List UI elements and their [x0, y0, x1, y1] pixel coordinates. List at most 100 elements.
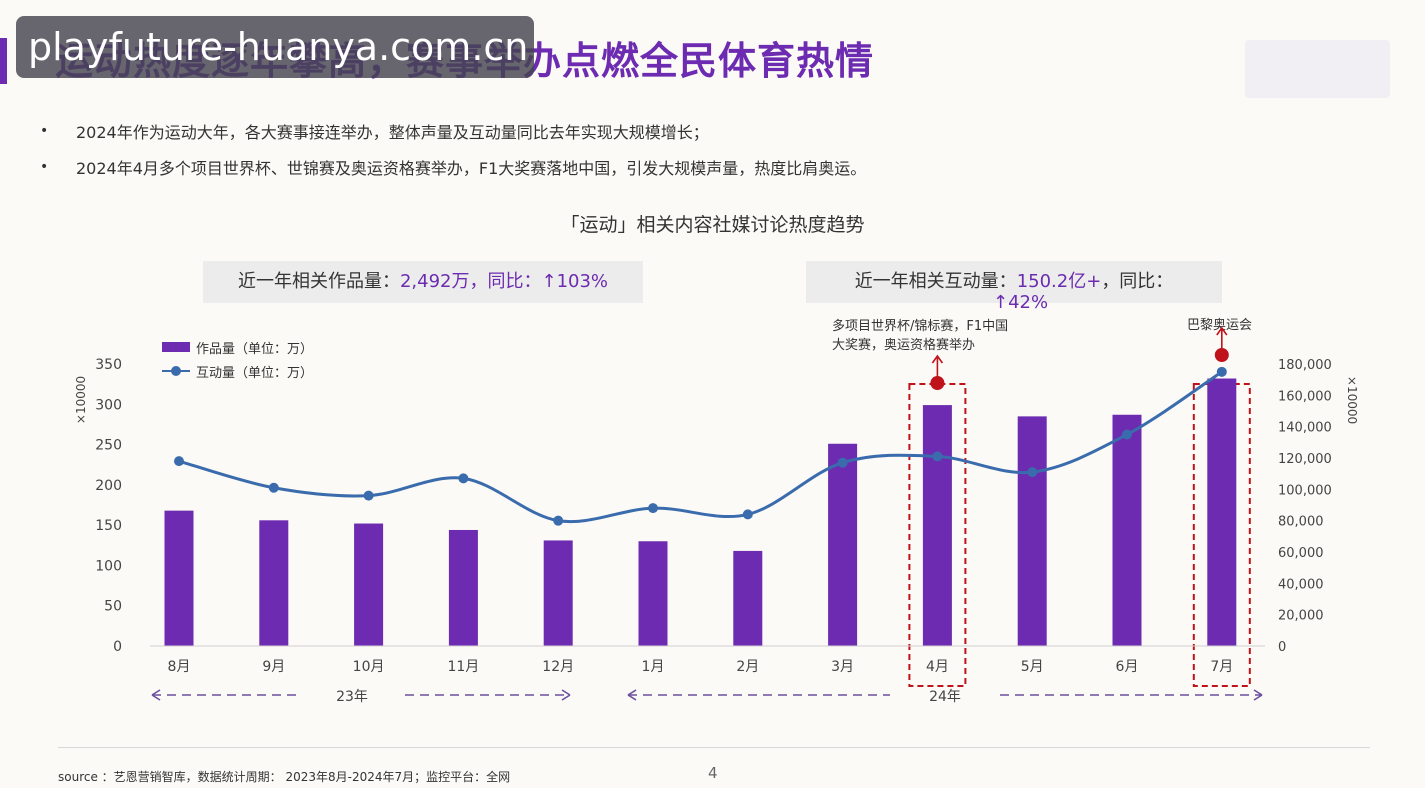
bullet-item: • 2024年4月多个项目世界杯、世锦赛及奥运资格赛举办，F1大奖赛落地中国，引…: [40, 154, 866, 180]
legend-item-works: 作品量（单位：万）: [162, 335, 313, 359]
y-left-tick-label: 100: [95, 558, 122, 574]
bar-7月: [1207, 378, 1237, 646]
line-point-1月: [648, 503, 658, 514]
y-right-tick-label: 20,000: [1278, 609, 1324, 624]
april-annotation: 多项目世界杯/锦标赛，F1中国 大奖赛，奥运资格赛举办: [832, 317, 1008, 355]
year-label-2024: 24年: [929, 689, 961, 705]
line-point-9月: [268, 482, 279, 493]
watermark-overlay: playfuture-huanya.com.cn: [16, 16, 534, 78]
y-right-tick-label: 160,000: [1278, 389, 1332, 404]
y-left-tick-label: 300: [95, 397, 122, 413]
april-annotation-line: 多项目世界杯/锦标赛，F1中国: [832, 319, 1009, 334]
arrow-left-icon: [151, 689, 161, 701]
interaction-stat-suffix: ，同比：: [1101, 271, 1174, 292]
highlight-box: [908, 383, 967, 687]
bar-4月: [922, 405, 952, 646]
highlight-marker: [1214, 348, 1229, 362]
chart-legend: 作品量（单位：万） 互动量（单位：万）: [162, 335, 313, 383]
y-right-tick-label: 140,000: [1278, 421, 1332, 436]
x-tick-label: 6月: [1116, 659, 1139, 675]
x-tick-label: 7月: [1210, 659, 1233, 675]
april-annotation-line: 大奖赛，奥运资格赛举办: [832, 338, 976, 353]
bar-12月: [543, 540, 573, 646]
chart-title: 「运动」相关内容社媒讨论热度趋势: [560, 214, 865, 236]
y-left-axis-label: ×10000: [74, 376, 88, 424]
line-point-6月: [1122, 429, 1132, 440]
bar-5月: [1017, 416, 1047, 646]
legend-item-interaction: 互动量（单位：万）: [162, 359, 313, 383]
x-tick-label: 9月: [262, 659, 285, 675]
y-left-tick-label: 350: [95, 357, 122, 373]
x-tick-label: 8月: [168, 659, 191, 675]
y-right-tick-label: 60,000: [1278, 546, 1324, 561]
y-right-tick-label: 100,000: [1278, 483, 1332, 498]
line-point-12月: [553, 515, 564, 526]
highlight-arrow-head: [931, 354, 944, 364]
y-right-tick-label: 180,000: [1278, 358, 1332, 373]
y-left-tick-label: 250: [95, 438, 122, 454]
interaction-stat-label: 近一年相关互动量：: [854, 271, 1017, 292]
line-point-7月: [1216, 366, 1227, 377]
x-tick-label: 1月: [642, 659, 665, 675]
x-tick-label: 4月: [926, 659, 949, 675]
year-label-2023: 23年: [336, 689, 368, 705]
brand-logo: [1245, 40, 1390, 98]
works-stat-box: 近一年相关作品量：2,492万，同比：↑103%: [203, 261, 643, 303]
title-accent-bar: [0, 38, 7, 84]
july-annotation: 巴黎奥运会: [1187, 318, 1253, 333]
bullet-dot-icon: •: [40, 159, 49, 175]
interaction-line: [178, 370, 1223, 524]
line-point-5月: [1027, 467, 1038, 478]
source-note: source ：艺恩营销智库，数据统计周期： 2023年8月-2024年7月；监…: [58, 770, 511, 784]
arrow-right-icon: [1253, 689, 1263, 701]
legend-label: 互动量（单位：万）: [196, 365, 314, 381]
y-left-tick-label: 0: [113, 639, 122, 655]
legend-label: 作品量（单位：万）: [196, 341, 314, 357]
bullet-text: 2024年作为运动大年，各大赛事接连举办，整体声量及互动量同比去年实现大规模增长…: [76, 123, 709, 142]
y-left-tick-label: 50: [104, 599, 122, 615]
bar-1月: [638, 541, 668, 646]
line-point-8月: [174, 456, 184, 467]
y-right-tick-label: 40,000: [1278, 577, 1324, 592]
x-tick-label: 11月: [447, 659, 479, 675]
page-number: 4: [708, 764, 718, 782]
arrow-left-icon: [627, 689, 637, 701]
bullet-dot-icon: •: [40, 123, 49, 139]
y-left-tick-label: 150: [95, 518, 122, 534]
bar-2月: [733, 550, 763, 646]
y-right-tick-label: 80,000: [1278, 515, 1324, 530]
highlight-arrow-head: [1216, 326, 1228, 336]
line-point-4月: [932, 451, 943, 462]
y-right-tick-label: 120,000: [1278, 452, 1332, 467]
line-point-2月: [742, 509, 753, 520]
interaction-yoy-value: ↑42%: [993, 292, 1049, 313]
legend-line-swatch: [162, 365, 190, 377]
x-tick-label: 3月: [831, 659, 854, 675]
line-point-10月: [363, 490, 374, 501]
works-stat-label: 近一年相关作品量：: [237, 271, 400, 292]
bar-10月: [354, 523, 384, 646]
x-tick-label: 12月: [542, 659, 574, 675]
line-point-3月: [837, 457, 848, 468]
bar-6月: [1112, 414, 1142, 646]
bar-8月: [164, 510, 194, 646]
highlight-box: [1192, 383, 1251, 687]
bullet-text: 2024年4月多个项目世界杯、世锦赛及奥运资格赛举办，F1大奖赛落地中国，引发大…: [76, 159, 867, 178]
line-point-11月: [458, 473, 469, 484]
highlight-marker: [930, 376, 945, 390]
x-tick-label: 5月: [1021, 659, 1044, 675]
x-tick-label: 2月: [736, 659, 759, 675]
y-right-tick-label: 0: [1278, 640, 1286, 655]
bar-11月: [448, 529, 478, 646]
arrow-right-icon: [561, 689, 571, 701]
bar-9月: [259, 520, 289, 646]
footer-divider: [58, 747, 1370, 748]
summary-bullets: • 2024年作为运动大年，各大赛事接连举办，整体声量及互动量同比去年实现大规模…: [40, 118, 866, 190]
works-stat-value: 2,492万，同比：↑103%: [399, 271, 609, 292]
bar-3月: [828, 443, 858, 646]
interaction-stat-value: 150.2亿+: [1016, 271, 1102, 292]
x-tick-label: 10月: [353, 659, 385, 675]
y-right-axis-label: ×10000: [1345, 376, 1359, 424]
y-left-tick-label: 200: [95, 478, 122, 494]
